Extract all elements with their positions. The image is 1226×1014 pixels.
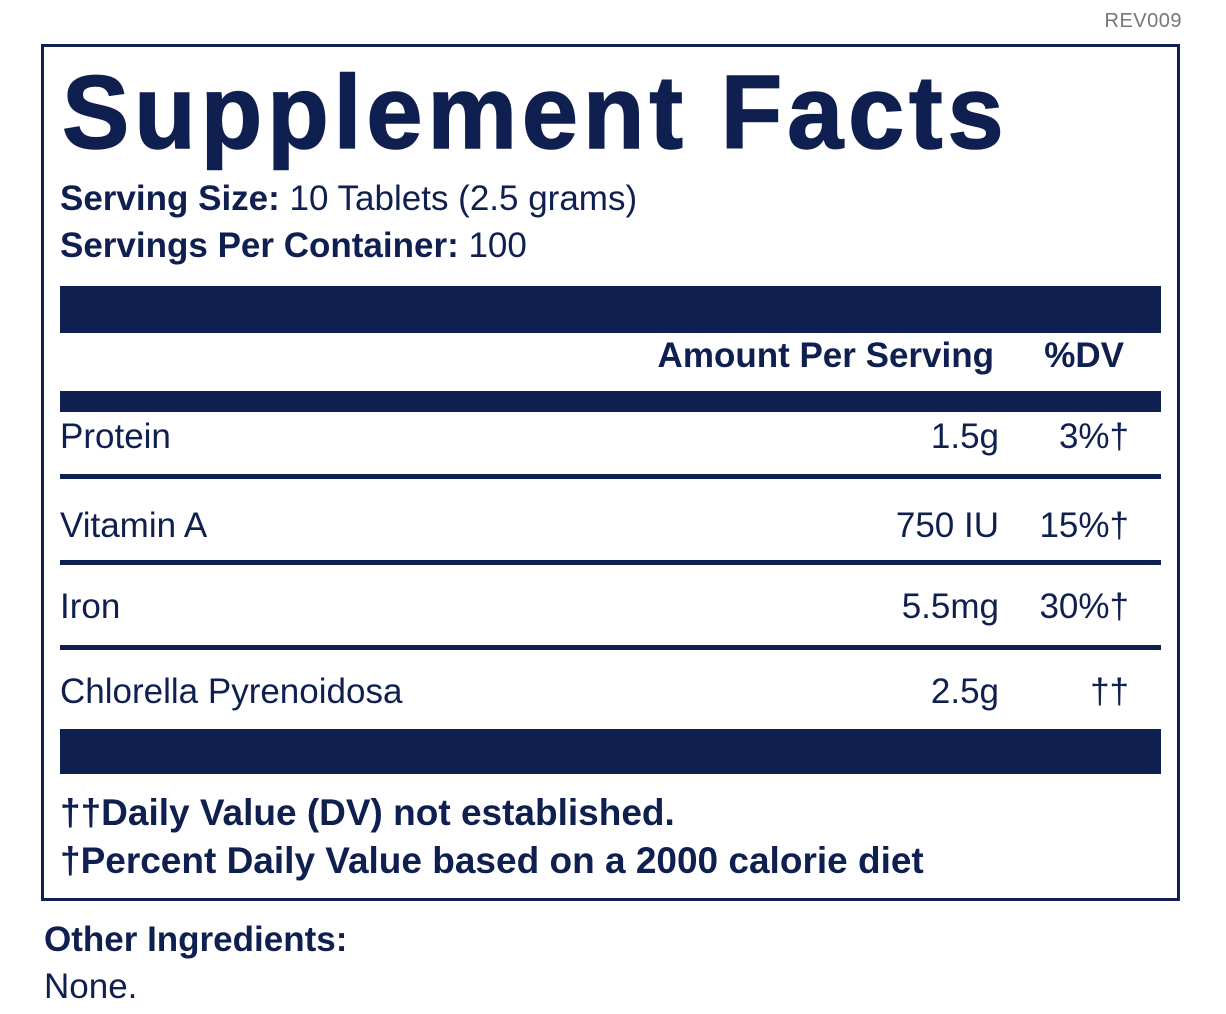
row-separator [60, 645, 1161, 650]
servings-per-container-value: 100 [458, 226, 527, 265]
medium-divider [60, 391, 1161, 412]
servings-per-container: Servings Per Container: 100 [60, 228, 527, 263]
supplement-facts-panel: Supplement Facts Serving Size: 10 Tablet… [41, 44, 1180, 901]
nutrient-dv: 3%† [1058, 417, 1129, 456]
other-ingredients-value: None. [44, 967, 138, 1006]
daily-value-header: %DV [1044, 336, 1124, 375]
serving-size-value: 10 Tablets (2.5 grams) [279, 179, 638, 218]
row-separator [60, 560, 1161, 565]
servings-per-container-label: Servings Per Container: [60, 226, 459, 265]
nutrient-name: Chlorella Pyrenoidosa [60, 672, 403, 711]
footnote-percent-daily-value: †Percent Daily Value based on a 2000 cal… [60, 840, 924, 881]
nutrient-dv: 15%† [1039, 506, 1129, 545]
nutrient-name: Iron [60, 587, 121, 626]
nutrient-dv: †† [1090, 672, 1129, 711]
nutrient-name: Protein [60, 417, 171, 456]
thick-divider-bottom [60, 729, 1161, 774]
row-separator [60, 474, 1161, 479]
revision-code: REV009 [1104, 10, 1182, 32]
nutrient-name: Vitamin A [60, 506, 208, 545]
panel-title: Supplement Facts [61, 55, 1009, 171]
nutrient-dv: 30%† [1039, 587, 1129, 626]
other-ingredients-label: Other Ingredients: [44, 920, 348, 959]
serving-size-label: Serving Size: [60, 179, 280, 218]
nutrient-amount: 750 IU [895, 506, 999, 545]
footnote-dv-not-established: ††Daily Value (DV) not established. [60, 792, 675, 833]
amount-per-serving-header: Amount Per Serving [657, 336, 994, 375]
nutrient-amount: 2.5g [930, 672, 999, 711]
serving-size: Serving Size: 10 Tablets (2.5 grams) [60, 181, 637, 216]
nutrient-amount: 5.5mg [901, 587, 999, 626]
thick-divider-top [60, 286, 1161, 333]
nutrient-amount: 1.5g [930, 417, 999, 456]
